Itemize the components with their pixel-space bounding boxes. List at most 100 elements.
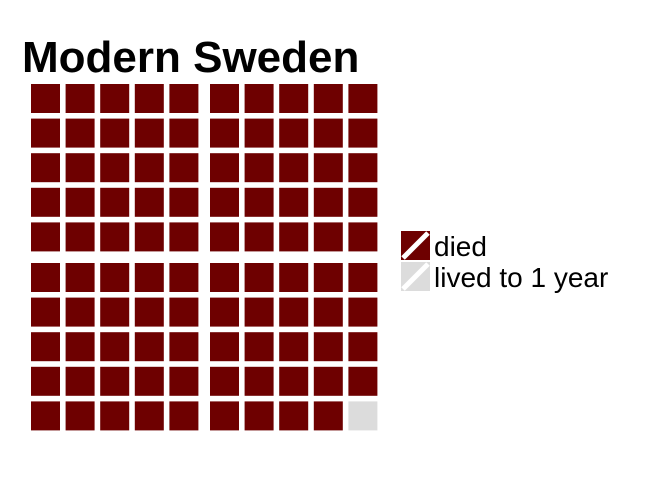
waffle-cell-died (313, 187, 343, 217)
waffle-cell-died (279, 222, 309, 252)
waffle-cell-died (65, 332, 95, 362)
waffle-cell-died (244, 332, 274, 362)
waffle-cell-died (279, 297, 309, 327)
waffle-cell-died (313, 297, 343, 327)
waffle-cell-died (210, 187, 239, 217)
waffle-cell-died (313, 401, 343, 431)
waffle-cell-died (210, 153, 239, 183)
waffle-cell-died (31, 222, 60, 252)
waffle-cell-died (31, 297, 60, 327)
waffle-cell-died (31, 263, 60, 292)
waffle-cell-died (134, 118, 164, 148)
waffle-grid (31, 84, 378, 431)
waffle-cell-died (348, 118, 378, 148)
waffle-cell-died (313, 84, 343, 113)
waffle-cell-died (210, 332, 239, 362)
legend-swatch-slash (401, 231, 430, 260)
waffle-cell-died (65, 366, 95, 396)
waffle-cell-died (348, 263, 378, 292)
waffle-cell-died (348, 222, 378, 252)
waffle-cell-died (169, 332, 199, 362)
waffle-cell-died (65, 401, 95, 431)
legend-item-lived: lived to 1 year (401, 262, 608, 293)
waffle-cell-died (244, 84, 274, 113)
waffle-cell-died (134, 332, 164, 362)
waffle-cell-died (65, 187, 95, 217)
legend-label-lived: lived to 1 year (434, 262, 608, 293)
waffle-cell-died (100, 297, 130, 327)
waffle-cell-died (279, 332, 309, 362)
waffle-cell-died (279, 84, 309, 113)
waffle-cell-died (169, 263, 199, 292)
waffle-cell-died (279, 366, 309, 396)
waffle-cell-died (65, 222, 95, 252)
waffle-cell-died (313, 222, 343, 252)
waffle-cell-died (348, 187, 378, 217)
waffle-cell-died (100, 401, 130, 431)
waffle-cell-died (348, 297, 378, 327)
waffle-cell-died (169, 84, 199, 113)
waffle-cell-died (100, 222, 130, 252)
waffle-cell-died (279, 263, 309, 292)
waffle-cell-died (244, 187, 274, 217)
waffle-cell-died (210, 118, 239, 148)
waffle-cell-lived (348, 401, 378, 431)
legend-swatch-lived (401, 262, 430, 291)
waffle-cell-died (210, 84, 239, 113)
waffle-cell-died (100, 263, 130, 292)
waffle-cell-died (210, 401, 239, 431)
waffle-cell-died (134, 153, 164, 183)
waffle-cell-died (134, 366, 164, 396)
waffle-cell-died (31, 84, 60, 113)
waffle-cell-died (244, 401, 274, 431)
waffle-cell-died (31, 401, 60, 431)
waffle-cell-died (100, 332, 130, 362)
waffle-cell-died (134, 187, 164, 217)
waffle-cell-died (100, 153, 130, 183)
waffle-cell-died (134, 263, 164, 292)
waffle-cell-died (31, 366, 60, 396)
waffle-cell-died (348, 84, 378, 113)
waffle-cell-died (169, 153, 199, 183)
waffle-cell-died (210, 297, 239, 327)
waffle-cell-died (100, 366, 130, 396)
waffle-cell-died (134, 222, 164, 252)
waffle-cell-died (169, 187, 199, 217)
waffle-cell-died (65, 84, 95, 113)
waffle-cell-died (31, 153, 60, 183)
waffle-cell-died (169, 297, 199, 327)
waffle-cell-died (313, 118, 343, 148)
waffle-cell-died (31, 118, 60, 148)
waffle-cell-died (244, 366, 274, 396)
waffle-cell-died (134, 84, 164, 113)
waffle-cell-died (210, 366, 239, 396)
waffle-cell-died (313, 263, 343, 292)
waffle-cell-died (100, 187, 130, 217)
legend-item-died: died (401, 231, 487, 262)
waffle-cell-died (313, 332, 343, 362)
legend-swatch-died (401, 231, 430, 260)
waffle-cell-died (65, 153, 95, 183)
waffle-cell-died (244, 153, 274, 183)
legend: died lived to 1 year (401, 231, 608, 293)
waffle-cell-died (244, 263, 274, 292)
waffle-cell-died (244, 222, 274, 252)
chart-title: Modern Sweden (22, 33, 360, 82)
waffle-cell-died (244, 118, 274, 148)
waffle-cell-died (279, 187, 309, 217)
waffle-cell-died (65, 297, 95, 327)
waffle-cell-died (100, 118, 130, 148)
waffle-cell-died (100, 84, 130, 113)
waffle-cell-died (134, 401, 164, 431)
waffle-cell-died (348, 153, 378, 183)
waffle-cell-died (279, 153, 309, 183)
waffle-cell-died (210, 222, 239, 252)
waffle-cell-died (65, 263, 95, 292)
waffle-cell-died (313, 366, 343, 396)
legend-label-died: died (434, 231, 487, 262)
waffle-cell-died (244, 297, 274, 327)
legend-swatch-slash (401, 262, 430, 291)
waffle-cell-died (65, 118, 95, 148)
waffle-cell-died (210, 263, 239, 292)
